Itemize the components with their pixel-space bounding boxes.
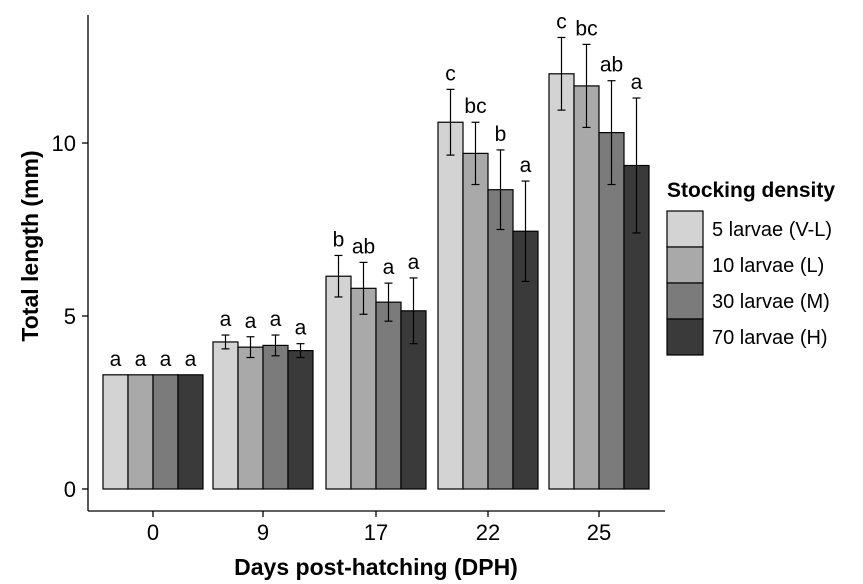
bar — [487, 189, 514, 490]
significance-label: a — [160, 348, 172, 371]
bar — [623, 164, 650, 490]
x-axis-title: Days post-hatching (DPH) — [234, 554, 518, 580]
significance-label: a — [383, 256, 395, 279]
bar — [350, 287, 377, 490]
significance-label: ab — [352, 235, 375, 258]
bar — [375, 301, 402, 490]
legend-swatch — [666, 282, 704, 320]
significance-label: bc — [464, 95, 486, 118]
bar — [152, 374, 179, 490]
bar — [598, 132, 625, 490]
significance-label: a — [135, 348, 147, 371]
x-tick-label: 22 — [476, 520, 500, 545]
y-axis-title: Total length (mm) — [17, 150, 43, 341]
x-tick-label: 0 — [147, 520, 159, 545]
y-tick-label: 0 — [64, 477, 76, 502]
significance-label: c — [445, 62, 456, 85]
significance-label: a — [245, 310, 257, 333]
bar — [325, 275, 352, 490]
bar — [437, 121, 464, 490]
bar — [462, 152, 489, 490]
bar — [287, 350, 314, 490]
legend-swatch — [666, 318, 704, 356]
legend-items: 5 larvae (V-L) 10 larvae (L) 30 larvae (M)… — [666, 210, 832, 356]
bar — [127, 374, 154, 490]
legend-title: Stocking density — [667, 179, 835, 202]
y-tick-label: 10 — [52, 131, 76, 156]
legend-label: 70 larvae (H) — [712, 327, 828, 349]
legend-label: 5 larvae (V-L) — [712, 219, 832, 241]
significance-label: bc — [575, 17, 597, 40]
bar — [102, 374, 129, 490]
significance-label: a — [270, 308, 282, 331]
legend-label: 30 larvae (M) — [712, 291, 830, 313]
error-bars-layer — [221, 36, 641, 359]
bar — [237, 346, 264, 490]
bar — [573, 85, 600, 490]
x-tick-label: 25 — [587, 520, 611, 545]
y-tick-label: 5 — [64, 304, 76, 329]
bar — [262, 344, 289, 490]
legend-label: 10 larvae (L) — [712, 255, 824, 277]
bars-layer — [102, 73, 650, 490]
significance-label: b — [333, 228, 345, 251]
bar — [177, 374, 204, 490]
significance-label: a — [110, 348, 122, 371]
legend-swatch — [666, 210, 704, 248]
significance-label: a — [631, 71, 643, 94]
significance-label: b — [495, 123, 507, 146]
significance-label: a — [220, 308, 232, 331]
significance-label: a — [295, 317, 307, 340]
significance-label: c — [556, 10, 567, 33]
x-tick-label: 17 — [364, 520, 388, 545]
bar — [548, 73, 575, 490]
significance-label: a — [185, 348, 197, 371]
significance-label: a — [408, 251, 420, 274]
bar — [212, 341, 239, 490]
significance-label: a — [520, 154, 532, 177]
significance-label: ab — [600, 54, 623, 77]
legend: Stocking density 5 larvae (V-L) 10 larvae… — [666, 179, 835, 356]
x-tick-label: 9 — [257, 520, 269, 545]
y-axis-ticks: 0 5 10 — [52, 131, 88, 502]
legend-swatch — [666, 246, 704, 284]
x-axis-ticks: 0 9 17 22 25 — [147, 511, 611, 545]
